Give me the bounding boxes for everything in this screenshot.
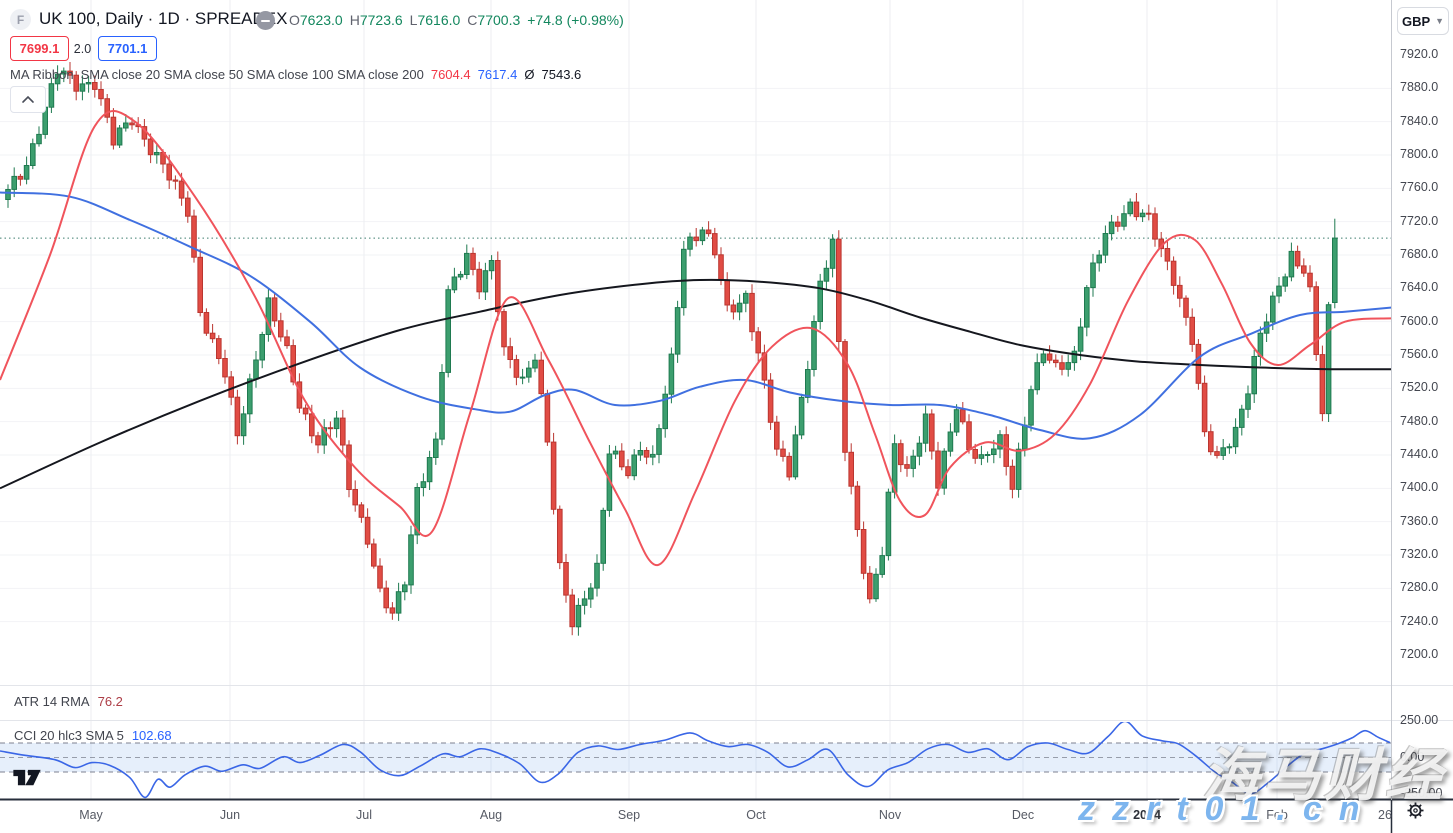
price-axis-label: 7280.0 [1400,580,1439,595]
price-axis-label: 7520.0 [1400,380,1439,395]
time-axis-label: 26 [1378,808,1392,822]
price-axis-label: 7840.0 [1400,113,1439,128]
ohlc-low-value: 7616.0 [417,12,461,28]
time-axis-label: 2024 [1133,808,1161,822]
cci-axis-label: -250.00 [1400,785,1443,800]
ma50-value: 7617.4 [477,67,518,82]
tradingview-logo-icon[interactable] [12,768,42,793]
chevron-up-icon [22,95,34,103]
price-axis-label: 7720.0 [1400,213,1439,228]
ohlc-close-key: C [467,12,478,28]
time-axis-label: Aug [479,808,503,822]
price-axis-label: 7200.0 [1400,647,1439,661]
price-axis-label: 7760.0 [1400,180,1439,195]
price-axis-label: 7640.0 [1400,280,1439,295]
symbol-title[interactable]: UK 100, Daily · 1D · SPREADEX [39,9,288,28]
price-axis-label: 7880.0 [1400,80,1439,95]
price-axis-label: 7440.0 [1400,447,1439,461]
time-axis-label: Jun [219,808,241,822]
change-value: +74.8 (+0.98%) [527,12,624,28]
cci-axis-label: 250.00 [1400,713,1439,728]
buy-button[interactable]: 7701.1 [98,36,157,61]
price-axis-label: 7240.0 [1400,613,1439,628]
sell-button[interactable]: 7699.1 [10,36,69,61]
time-axis-label: Nov [878,808,902,822]
atr-name: ATR 14 RMA [14,694,90,709]
cci-legend[interactable]: CCI 20 hlc3 SMA 5 102.68 [14,728,172,743]
ohlc-high-key: H [349,12,360,28]
cci-value: 102.68 [131,728,172,743]
symbol-logo-icon: F [10,9,31,30]
cci-name: CCI 20 hlc3 SMA 5 [14,728,124,743]
time-axis-label: Feb [1266,808,1288,822]
price-axis-label: 7680.0 [1400,247,1439,261]
price-axis-label: 7600.0 [1400,313,1439,328]
ohlc-open-key: O [289,12,300,28]
time-axis-label: Jul [356,808,372,822]
price-axis-label: 7560.0 [1400,347,1439,361]
time-axis-label: Dec [1011,808,1035,822]
atr-legend[interactable]: ATR 14 RMA 76.2 [14,694,123,709]
currency-label: GBP [1401,13,1431,29]
ma-ribbon-legend[interactable]: MA Ribbon SMA close 20 SMA close 50 SMA … [10,67,581,82]
currency-selector-button[interactable]: GBP ▼ [1397,7,1449,35]
price-axis[interactable]: 7920.0 7880.0 7840.0 7800.0 7760.0 7720.0 7680… [1392,0,1453,833]
ma-average-prefix: Ø [524,67,535,82]
ohlc-high-value: 7723.6 [359,12,403,28]
axis-settings-gear-icon[interactable] [1406,801,1425,825]
ohlc-low-key: L [409,12,418,28]
ohlc-values: O7623.0 H7723.6 L7616.0 C7700.3 +74.8 (+0.98… [289,12,624,28]
price-axis-label: 7320.0 [1400,547,1439,561]
price-axis-label: 7400.0 [1400,480,1439,495]
time-axis[interactable]: May Jun Jul Aug Sep Oct Nov Dec 2024 Feb 26 [0,800,1392,833]
cci-axis-label: 0.00 [1400,749,1425,764]
ma20-value: 7604.4 [430,67,471,82]
price-axis-label: 7360.0 [1400,513,1439,528]
ma-average-value: 7543.6 [541,67,582,82]
price-axis-label: 7480.0 [1400,413,1439,428]
watermark-chinese-text: 海马财经 [1202,744,1446,808]
spread-value: 2.0 [73,41,92,56]
price-axis-label: 7800.0 [1400,147,1439,161]
chevron-down-icon: ▼ [1435,16,1445,26]
indicator-params: SMA close 20 SMA close 50 SMA close 100 … [80,67,424,82]
ohlc-close-value: 7700.3 [477,12,521,28]
watermark-url-text: zzrt01.cn [1078,790,1377,828]
collapse-legend-icon[interactable] [256,11,275,30]
pane-collapse-button[interactable] [10,86,46,113]
atr-value: 76.2 [97,694,123,709]
time-axis-label: Oct [746,808,766,822]
ohlc-open-value: 7623.0 [299,12,343,28]
time-axis-label: Sep [617,808,641,822]
time-axis-label: May [79,808,103,822]
price-axis-label: 7920.0 [1400,47,1439,61]
indicator-name: MA Ribbon [10,67,74,82]
